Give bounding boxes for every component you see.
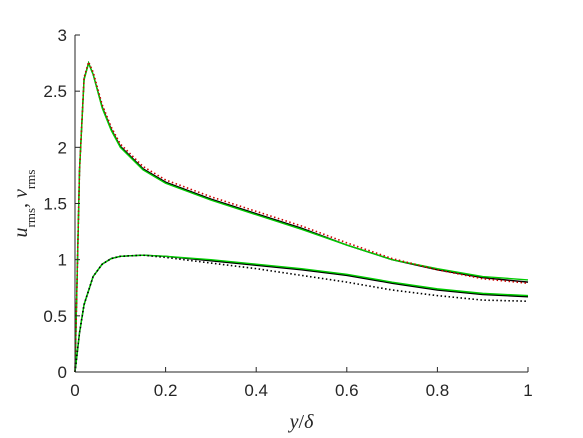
x-axis-label: y/δ	[288, 411, 314, 433]
y-tick-label: 0	[58, 363, 67, 382]
y-axis-label-part: v	[10, 189, 32, 198]
y-axis-label: urms, vrms	[10, 170, 38, 238]
y-tick-label: 3	[58, 26, 67, 45]
y-axis-label-part: rms	[23, 208, 38, 228]
y-tick-label: 1	[58, 251, 67, 270]
x-axis-label-part: δ	[304, 411, 314, 433]
x-axis-label-part: y	[288, 411, 299, 433]
y-axis-label-part: rms	[23, 170, 38, 190]
x-axis-label-part: /	[299, 411, 305, 433]
x-tick-label: 1	[523, 381, 532, 400]
series-line	[74, 254, 529, 373]
x-tick-label: 0.6	[335, 381, 359, 400]
y-tick-label: 2	[58, 138, 67, 157]
x-tick-label: 0.2	[154, 381, 178, 400]
y-tick-label: 2.5	[43, 82, 67, 101]
x-tick-label: 0.4	[244, 381, 268, 400]
y-axis-label-part: ,	[10, 198, 32, 208]
y-tick-label: 1.5	[43, 195, 67, 214]
series-line	[74, 60, 529, 373]
y-axis-label-part: u	[10, 227, 32, 237]
series-line	[74, 59, 529, 373]
x-tick-label: 0.8	[426, 381, 450, 400]
y-tick-label: 0.5	[43, 307, 67, 326]
series-line	[74, 60, 529, 373]
x-tick-label: 0	[70, 381, 79, 400]
